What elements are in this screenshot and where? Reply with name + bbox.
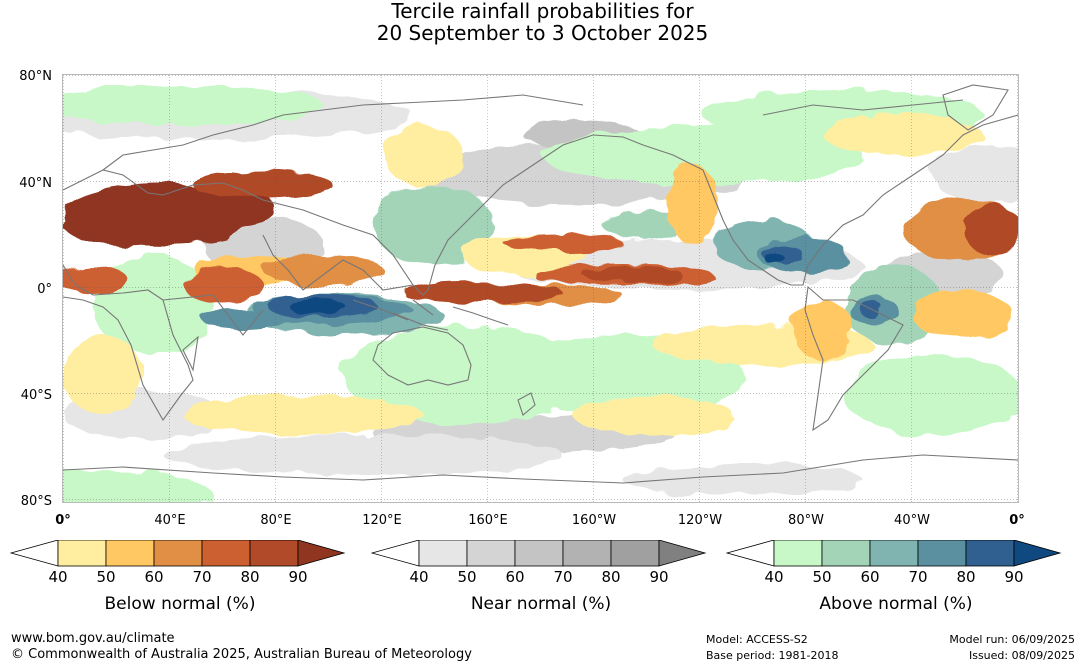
lon-label-0-east: 0° xyxy=(1009,513,1025,528)
legend-near-normal: 40 50 60 70 80 90 Near normal (%) xyxy=(371,540,711,614)
footer-issued: Issued: 08/09/2025 xyxy=(968,649,1075,662)
legend-tick-label: 40 xyxy=(764,568,784,586)
footer-copyright: © Commonwealth of Australia 2025, Austra… xyxy=(11,647,472,662)
lon-label-40e: 40°E xyxy=(154,513,186,528)
legend-tick-label: 80 xyxy=(601,568,621,586)
legend-tick-label: 60 xyxy=(505,568,525,586)
lon-label-0-west: 0° xyxy=(55,513,71,528)
legend-swatch xyxy=(418,540,468,567)
lon-label-120w: 120°W xyxy=(677,513,723,528)
lat-label-equator: 0° xyxy=(37,282,52,297)
legend-tick-label: 90 xyxy=(288,568,308,586)
footer-model-run: Model run: 06/09/2025 xyxy=(949,633,1075,646)
lon-label-160w: 160°W xyxy=(571,513,617,528)
legend-tick-label: 80 xyxy=(956,568,976,586)
footer-dates: Model run: 06/09/2025 Issued: 08/09/2025 xyxy=(949,632,1075,664)
legend-arrow-low xyxy=(10,540,59,567)
legend-tick-label: 50 xyxy=(96,568,116,586)
legend-tick-label: 70 xyxy=(553,568,573,586)
lon-label-160e: 160°E xyxy=(468,513,508,528)
legend-near-title: Near normal (%) xyxy=(470,594,612,614)
legend-swatch xyxy=(514,540,564,567)
legend-swatch xyxy=(610,540,660,567)
legend-tick-label: 80 xyxy=(240,568,260,586)
legend-swatch xyxy=(249,540,299,567)
legend-swatch xyxy=(773,540,823,567)
title-line-1: Tercile rainfall probabilities for xyxy=(391,0,694,23)
footer-url: www.bom.gov.au/climate xyxy=(11,631,175,646)
legend-swatch xyxy=(153,540,203,567)
legend-below-title: Below normal (%) xyxy=(104,594,256,614)
chart-title: Tercile rainfall probabilities for 20 Se… xyxy=(0,0,1085,44)
lat-label-80n: 80°N xyxy=(19,69,52,84)
legend-tick-label: 60 xyxy=(144,568,164,586)
legend-tick-label: 40 xyxy=(409,568,429,586)
legend-swatch xyxy=(201,540,251,567)
legend-arrow-high xyxy=(1013,540,1062,567)
legend-near-colorbar xyxy=(371,540,707,567)
legend-arrow-low xyxy=(371,540,420,567)
footer-model: Model: ACCESS-S2 xyxy=(706,633,808,646)
legend-above-colorbar xyxy=(726,540,1062,567)
legend-swatch xyxy=(562,540,612,567)
legend-swatch xyxy=(821,540,871,567)
lat-label-40s: 40°S xyxy=(20,388,52,403)
legend-tick-label: 70 xyxy=(908,568,928,586)
title-line-2: 20 September to 3 October 2025 xyxy=(376,21,709,45)
graticule xyxy=(63,75,1018,502)
map-canvas xyxy=(63,75,1018,502)
probability-map xyxy=(62,74,1019,503)
lat-label-40n: 40°N xyxy=(19,176,52,191)
legend-arrow-high xyxy=(658,540,707,567)
lon-label-40w: 40°W xyxy=(894,513,930,528)
legend-below-colorbar xyxy=(10,540,346,567)
legend-swatch xyxy=(965,540,1015,567)
legend-tick-label: 70 xyxy=(192,568,212,586)
legend-near-ticks: 40 50 60 70 80 90 xyxy=(371,568,711,588)
legend-swatch xyxy=(57,540,107,567)
footer-base-period: Base period: 1981-2018 xyxy=(706,649,839,662)
legend-above-normal: 40 50 60 70 80 90 Above normal (%) xyxy=(726,540,1066,614)
legend-tick-label: 90 xyxy=(649,568,669,586)
footer-credits: www.bom.gov.au/climate © Commonwealth of… xyxy=(11,631,472,663)
legend-swatch xyxy=(105,540,155,567)
legend-tick-label: 90 xyxy=(1004,568,1024,586)
legend-swatch xyxy=(466,540,516,567)
legend-tick-label: 50 xyxy=(812,568,832,586)
lon-label-80e: 80°E xyxy=(260,513,292,528)
footer-model-info: Model: ACCESS-S2 Base period: 1981-2018 xyxy=(706,632,838,664)
legend-above-title: Above normal (%) xyxy=(819,594,973,614)
legend-swatch xyxy=(869,540,919,567)
legend-tick-label: 40 xyxy=(48,568,68,586)
legend-arrow-high xyxy=(297,540,346,567)
lat-label-80s: 80°S xyxy=(20,494,52,509)
legend-above-ticks: 40 50 60 70 80 90 xyxy=(726,568,1066,588)
legend-tick-label: 50 xyxy=(457,568,477,586)
lon-label-80w: 80°W xyxy=(788,513,824,528)
legend-tick-label: 60 xyxy=(860,568,880,586)
lon-label-120e: 120°E xyxy=(362,513,402,528)
legend-swatch xyxy=(917,540,967,567)
legend-below-normal: 40 50 60 70 80 90 Below normal (%) xyxy=(10,540,350,614)
legend-below-ticks: 40 50 60 70 80 90 xyxy=(10,568,350,588)
legend-arrow-low xyxy=(726,540,775,567)
